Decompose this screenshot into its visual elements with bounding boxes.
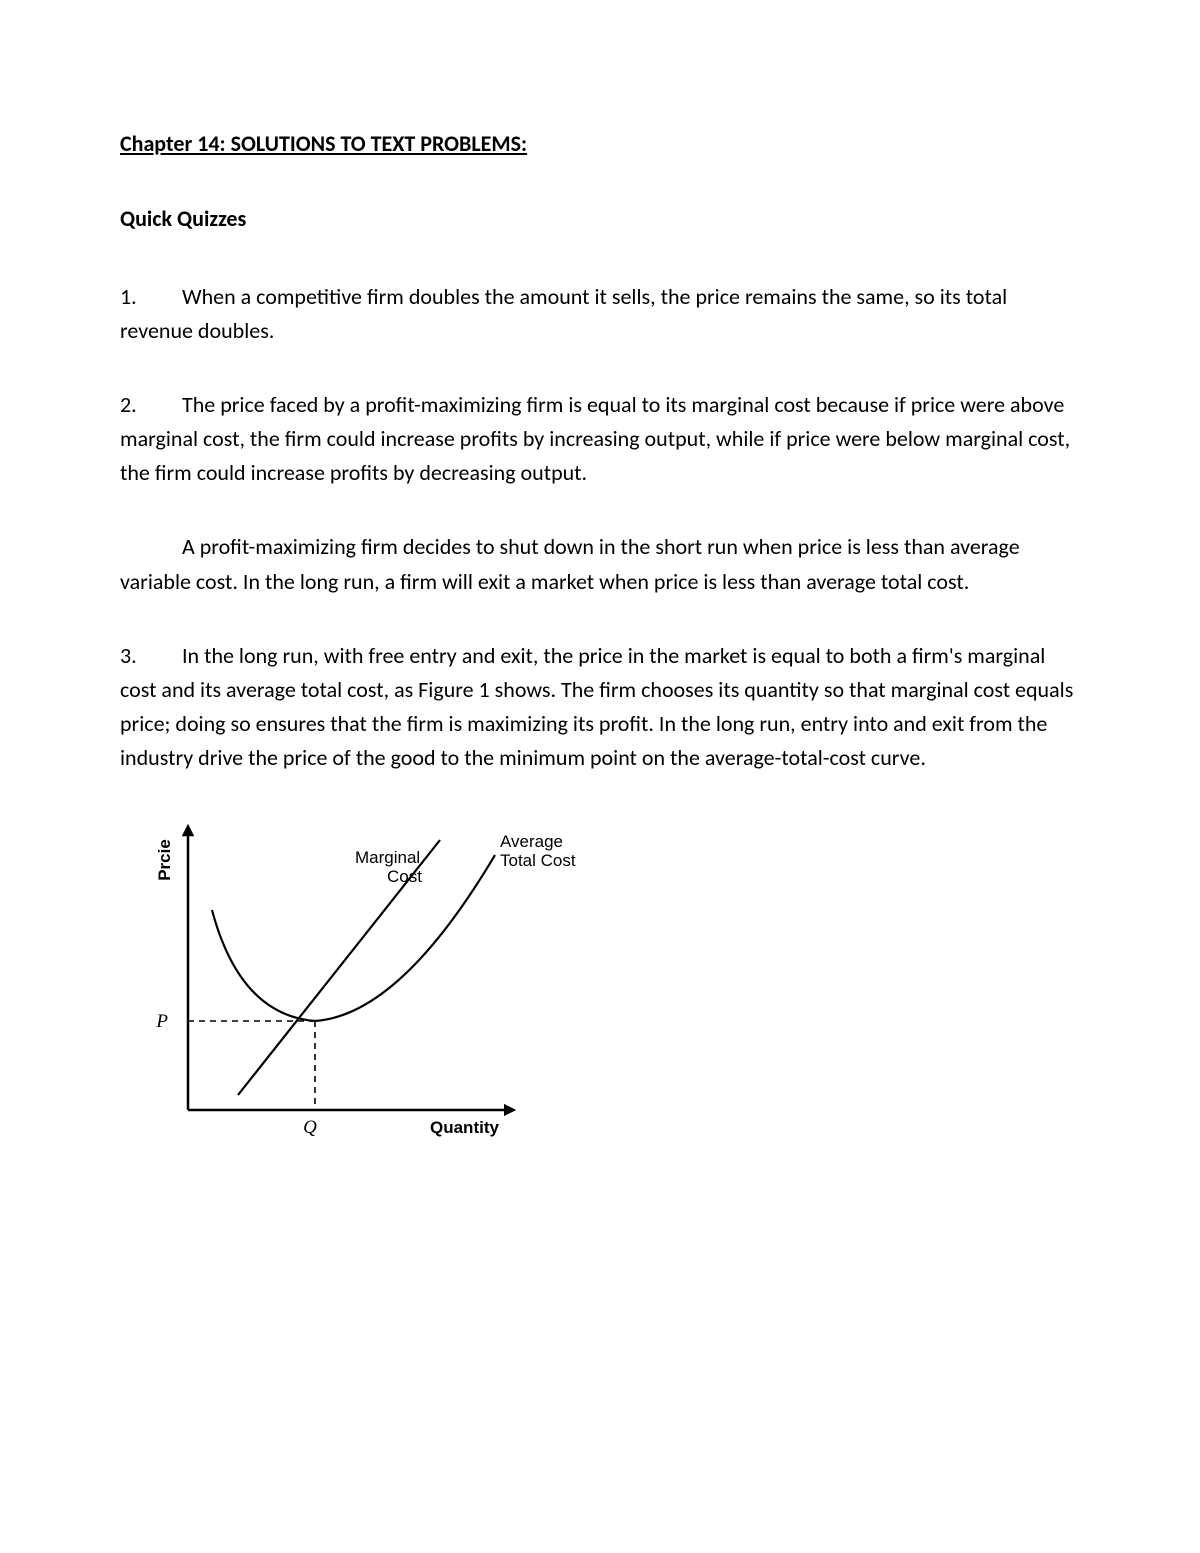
paragraph-1: 1.When a competitive firm doubles the am… xyxy=(120,280,1080,348)
svg-text:P: P xyxy=(155,1011,168,1032)
svg-text:Total Cost: Total Cost xyxy=(500,851,576,870)
svg-text:Quantity: Quantity xyxy=(430,1118,499,1137)
chapter-title: Chapter 14: SOLUTIONS TO TEXT PROBLEMS: xyxy=(120,130,1080,157)
section-title: Quick Quizzes xyxy=(120,205,1080,232)
svg-text:Q: Q xyxy=(303,1117,317,1138)
paragraph-2: 2.The price faced by a profit-maximizing… xyxy=(120,388,1080,490)
paragraph-2b-text: A profit-maximizing firm decides to shut… xyxy=(120,533,1020,594)
paragraph-1-number: 1. xyxy=(120,280,182,314)
paragraph-3: 3.In the long run, with free entry and e… xyxy=(120,639,1080,775)
paragraph-2-text: The price faced by a profit-maximizing f… xyxy=(120,391,1070,486)
svg-text:Prcie: Prcie xyxy=(155,839,174,881)
paragraph-2-number: 2. xyxy=(120,388,182,422)
cost-curves-chart: Prcie Quantity P Q MarginalCost AverageTotal … xyxy=(120,815,1080,1155)
svg-text:Average: Average xyxy=(500,832,563,851)
paragraph-3-number: 3. xyxy=(120,639,182,673)
svg-text:Marginal: Marginal xyxy=(355,848,420,867)
paragraph-2b: A profit-maximizing firm decides to shut… xyxy=(120,530,1080,598)
svg-text:Cost: Cost xyxy=(387,867,422,886)
paragraph-3-text: In the long run, with free entry and exi… xyxy=(120,642,1073,771)
paragraph-1-text: When a competitive firm doubles the amou… xyxy=(120,283,1007,344)
chart-svg: Prcie Quantity P Q MarginalCost AverageTotal … xyxy=(120,815,640,1155)
